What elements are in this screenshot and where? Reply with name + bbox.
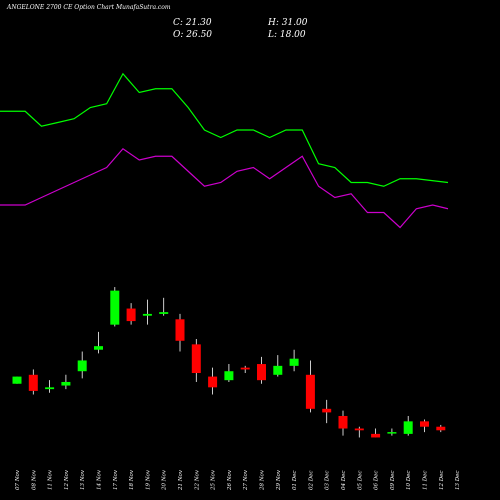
x-tick-label: 13 Dec [455,471,461,491]
x-tick-label: 08 Nov [31,469,37,490]
candle-body [110,290,120,325]
x-tick-label: 13 Nov [80,469,86,490]
candle-body [45,387,55,390]
candle-body [338,415,348,429]
x-tick-label: 04 Dec [341,471,347,491]
candle-body [273,365,283,375]
x-tick-label: 14 Nov [97,469,103,490]
candle-body [240,367,250,370]
candle-body [126,308,136,322]
x-tick-label: 27 Nov [243,469,249,491]
x-tick-label: 11 Dec [423,471,429,491]
candle-body [61,381,71,386]
lower-line-series [0,147,449,229]
x-tick-label: 28 Nov [260,469,266,491]
candle-body [191,344,201,374]
x-tick-label: 05 Dec [357,471,363,491]
candle-body [175,319,185,341]
x-tick-label: 09 Dec [390,471,396,491]
candle-body [28,374,38,391]
low-readout: L: 18.00 [267,30,306,40]
x-tick-label: 20 Nov [162,469,168,491]
candle-body [305,374,315,409]
x-tick-label: 22 Nov [194,469,200,491]
open-readout: O: 26.50 [173,30,212,40]
lower-line [0,147,449,229]
x-tick-label: 17 Nov [113,469,119,490]
x-tick-label: 07 Nov [15,469,21,490]
x-tick-label: 19 Nov [145,469,151,490]
x-axis-ticks: 07 Nov 08 Nov 11 Nov 12 Nov 13 Nov 14 Nov 17 N… [15,469,461,491]
candle-body [208,376,218,388]
x-tick-label: 11 Nov [48,469,54,490]
x-tick-label: 01 Dec [292,471,298,491]
candle-body [403,421,413,434]
x-tick-label: 18 Nov [129,469,135,490]
close-readout: C: 21.30 [173,18,212,28]
x-tick-label: 02 Dec [308,471,314,491]
candle-body [257,364,266,381]
candle-body [354,428,364,431]
x-tick-label: 21 Nov [178,469,184,491]
upper-line [0,72,449,187]
candle-body [371,433,381,438]
x-tick-label: 06 Dec [374,471,380,491]
candle-body [387,432,397,434]
x-tick-label: 03 Dec [325,471,331,491]
candle-body [420,421,429,427]
x-tick-label: 12 Nov [64,469,70,490]
x-tick-label: 25 Nov [211,469,217,491]
x-tick-label: 29 Nov [276,469,282,491]
x-tick-label: 12 Dec [439,471,445,491]
candles [12,287,446,438]
candle-body [12,376,22,384]
candle-body [94,346,103,350]
candle-body [436,426,446,431]
x-tick-label: 26 Nov [227,469,233,491]
high-readout: H: 31.00 [267,18,308,28]
candle-body [224,371,234,381]
candle-body [142,313,152,316]
upper-line-series [0,72,449,187]
candle-body [289,358,299,366]
candle-body [322,408,332,413]
x-tick-label: 10 Dec [406,471,412,491]
chart-title: ANGELONE 2700 CE Option Chart MunafaSutr… [6,4,171,11]
candle-body [159,312,169,314]
candle-body [77,360,87,372]
